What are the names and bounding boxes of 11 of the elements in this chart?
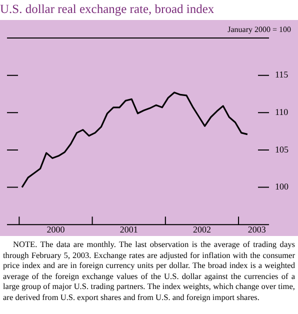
text: NOTE. The data are monthly. The last observation is the average of trading days through February 5, 2003. Exchange rates are adjusted for inflation with the consumer price index and are in foreign currency units per dollar. The broad index is a weighted average of the foreign exchange values of the U.S. dollar against the currencies of a large group of major U.S. trading partners. The index weights, which change over time, are derived from U.S. export shares and from U.S. and foreign import shares. <box>2 239 296 303</box>
chart-title: U.S. dollar real exchange rate, broad index <box>0 1 216 18</box>
y-tick-label: 115 <box>275 70 289 80</box>
y-tick-label: 100 <box>275 182 289 192</box>
x-tick-label: 2000 <box>46 224 66 234</box>
x-tick-label: 2002 <box>192 224 211 234</box>
y-tick-label: 105 <box>275 144 289 154</box>
x-tick-label: 2001 <box>120 224 138 234</box>
y-tick-label: 110 <box>275 107 289 117</box>
x-tick-label: 2003 <box>248 224 266 234</box>
text: January 2000 = 100 <box>228 25 291 34</box>
